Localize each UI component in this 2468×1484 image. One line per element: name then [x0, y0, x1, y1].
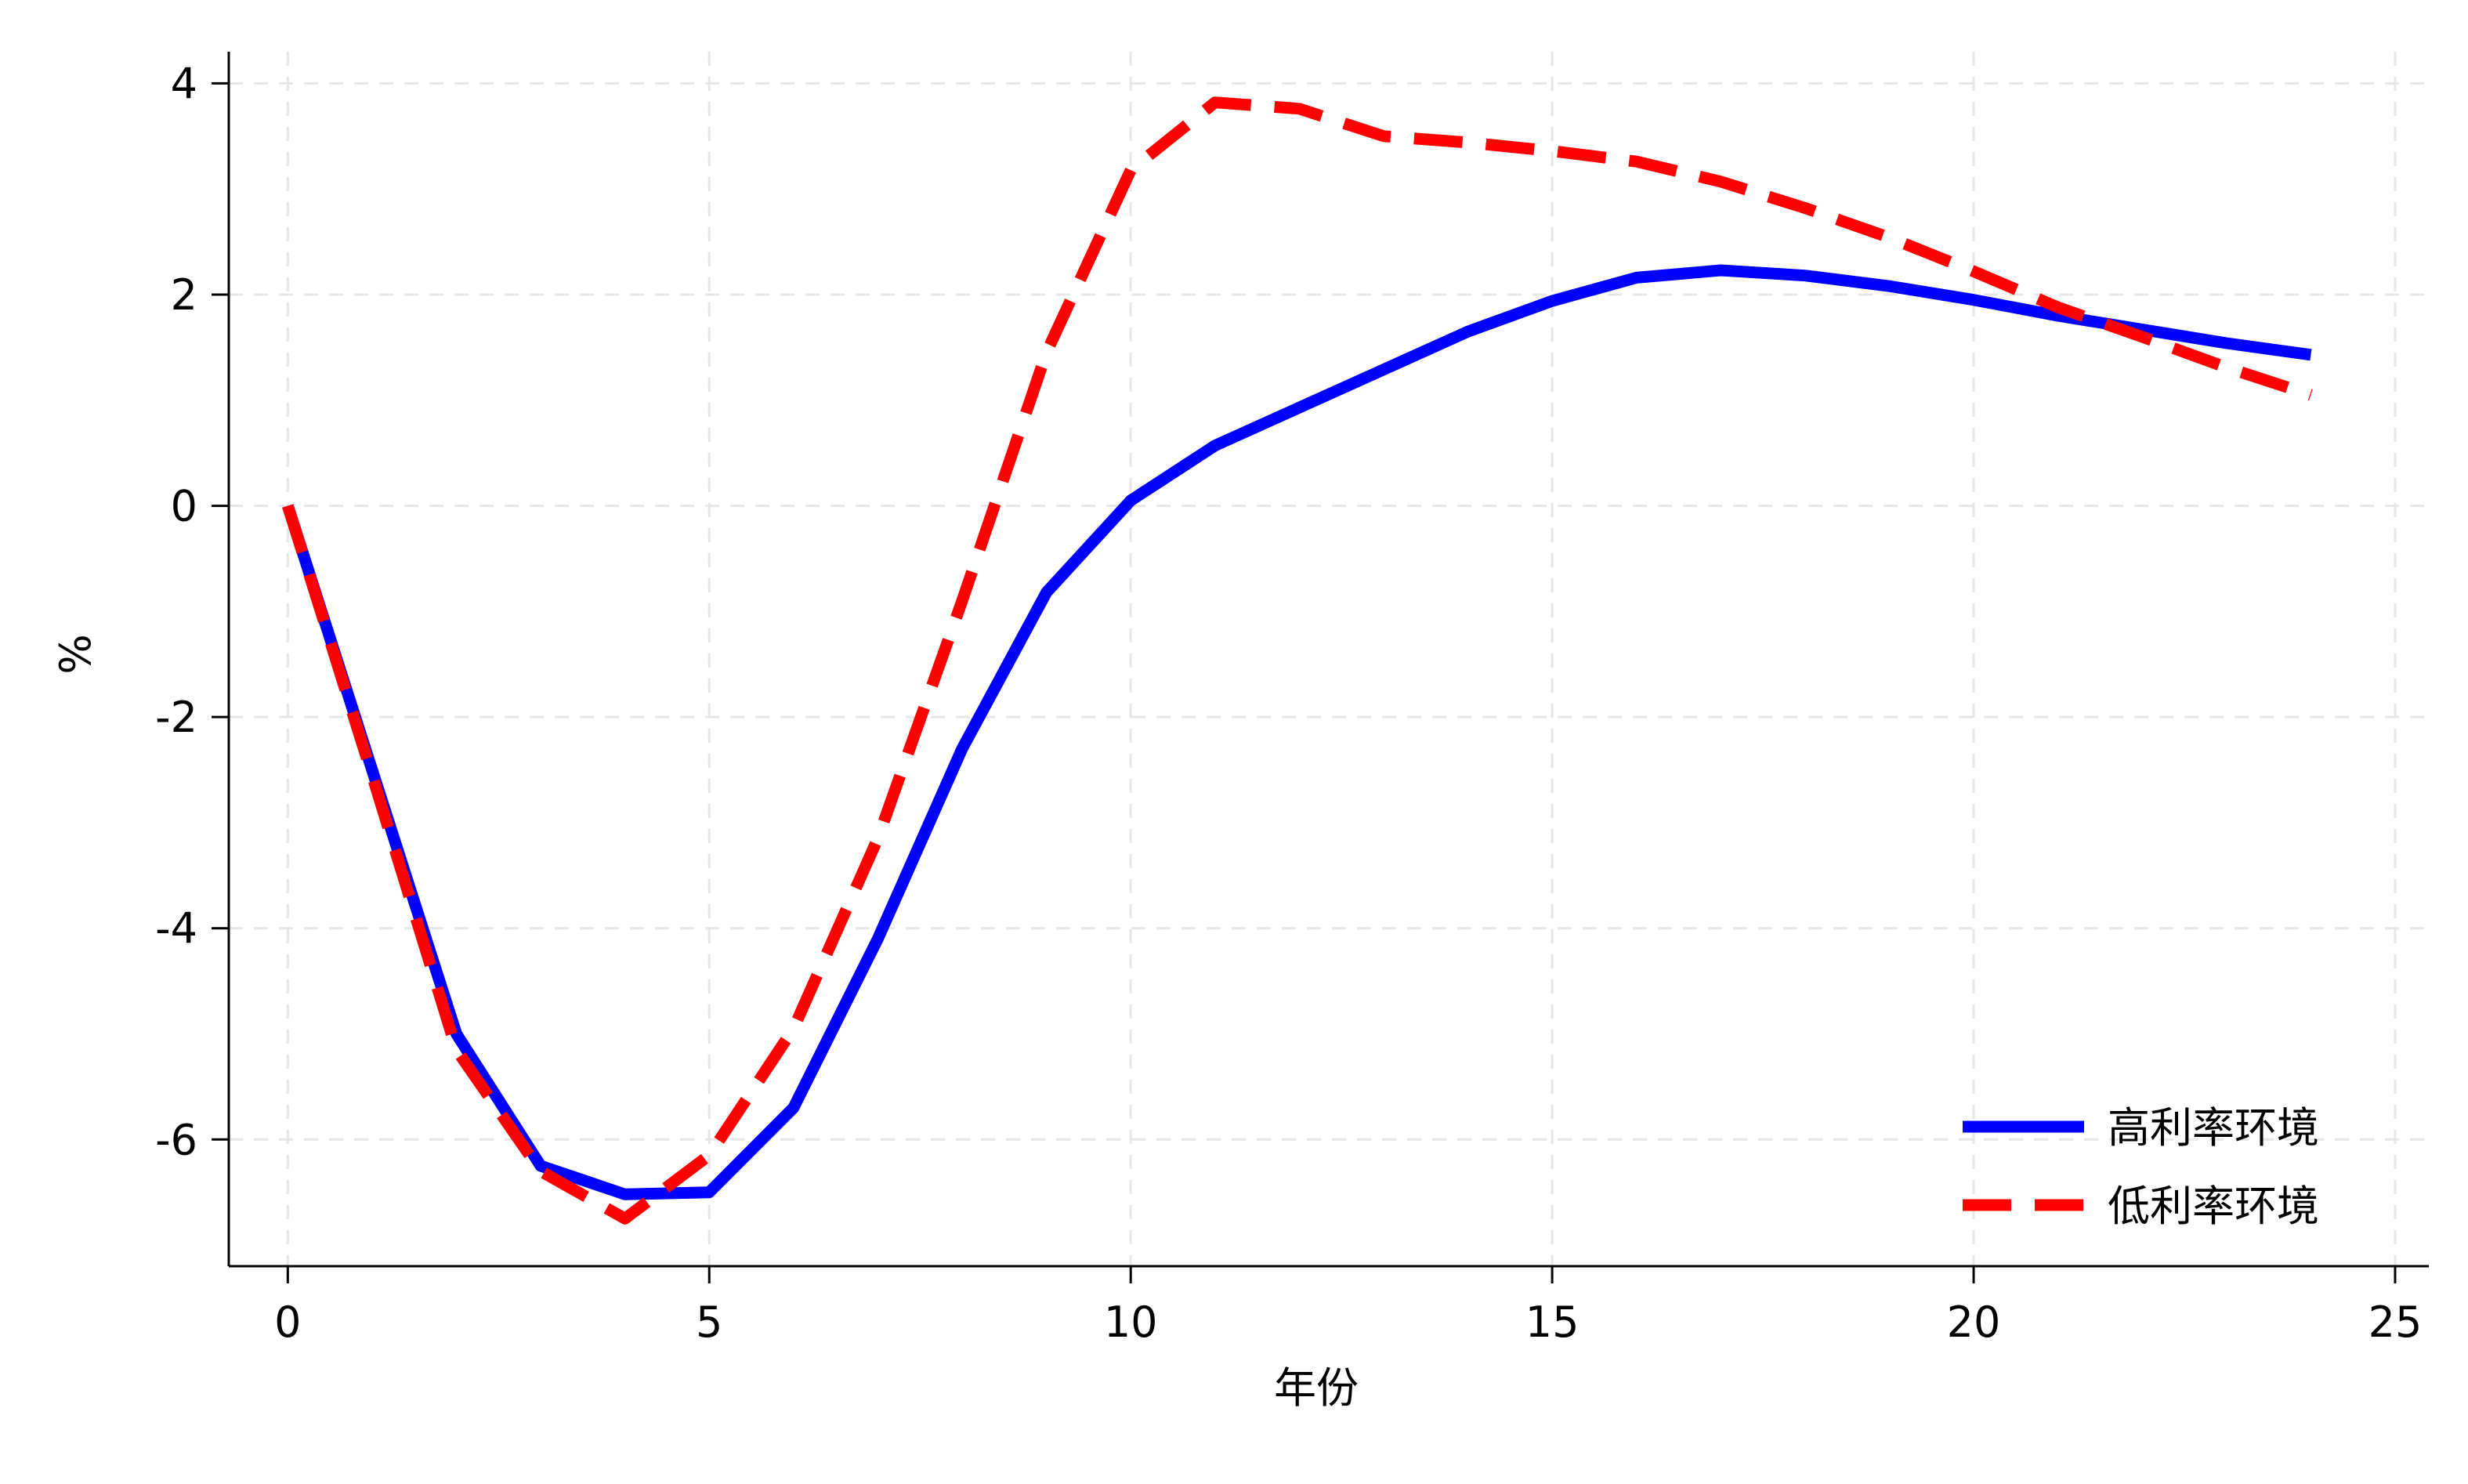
x-tick-label: 5 — [696, 1298, 722, 1347]
x-tick-label: 0 — [274, 1298, 301, 1347]
x-tick-label: 20 — [1947, 1298, 2001, 1347]
y-tick-label: -4 — [155, 904, 197, 954]
series-line-high-rate — [282, 264, 2312, 1200]
grid-lines — [229, 52, 2429, 1266]
x-tick-label: 10 — [1104, 1298, 1158, 1347]
x-axis-title: 年份 — [1274, 1363, 1359, 1413]
y-tick-label: -6 — [155, 1115, 197, 1164]
series-line-low-rate — [282, 96, 2313, 1225]
y-tick-label: -2 — [155, 693, 197, 742]
legend-label-high-rate: 高利率环境 — [2108, 1103, 2319, 1153]
x-tick-label: 25 — [2368, 1298, 2423, 1347]
y-tick-label: 2 — [171, 270, 197, 320]
axes — [212, 52, 2429, 1283]
series-lines — [282, 96, 2313, 1225]
y-tick-label: 4 — [171, 59, 197, 108]
legend-label-low-rate: 低利率环境 — [2108, 1182, 2319, 1231]
tick-labels: -6 -4 -2 0 2 4 0 5 10 15 20 25 — [155, 59, 2422, 1347]
y-tick-label: 0 — [171, 482, 197, 531]
x-tick-label: 15 — [1525, 1298, 1580, 1347]
y-axis-title: % — [51, 634, 100, 674]
